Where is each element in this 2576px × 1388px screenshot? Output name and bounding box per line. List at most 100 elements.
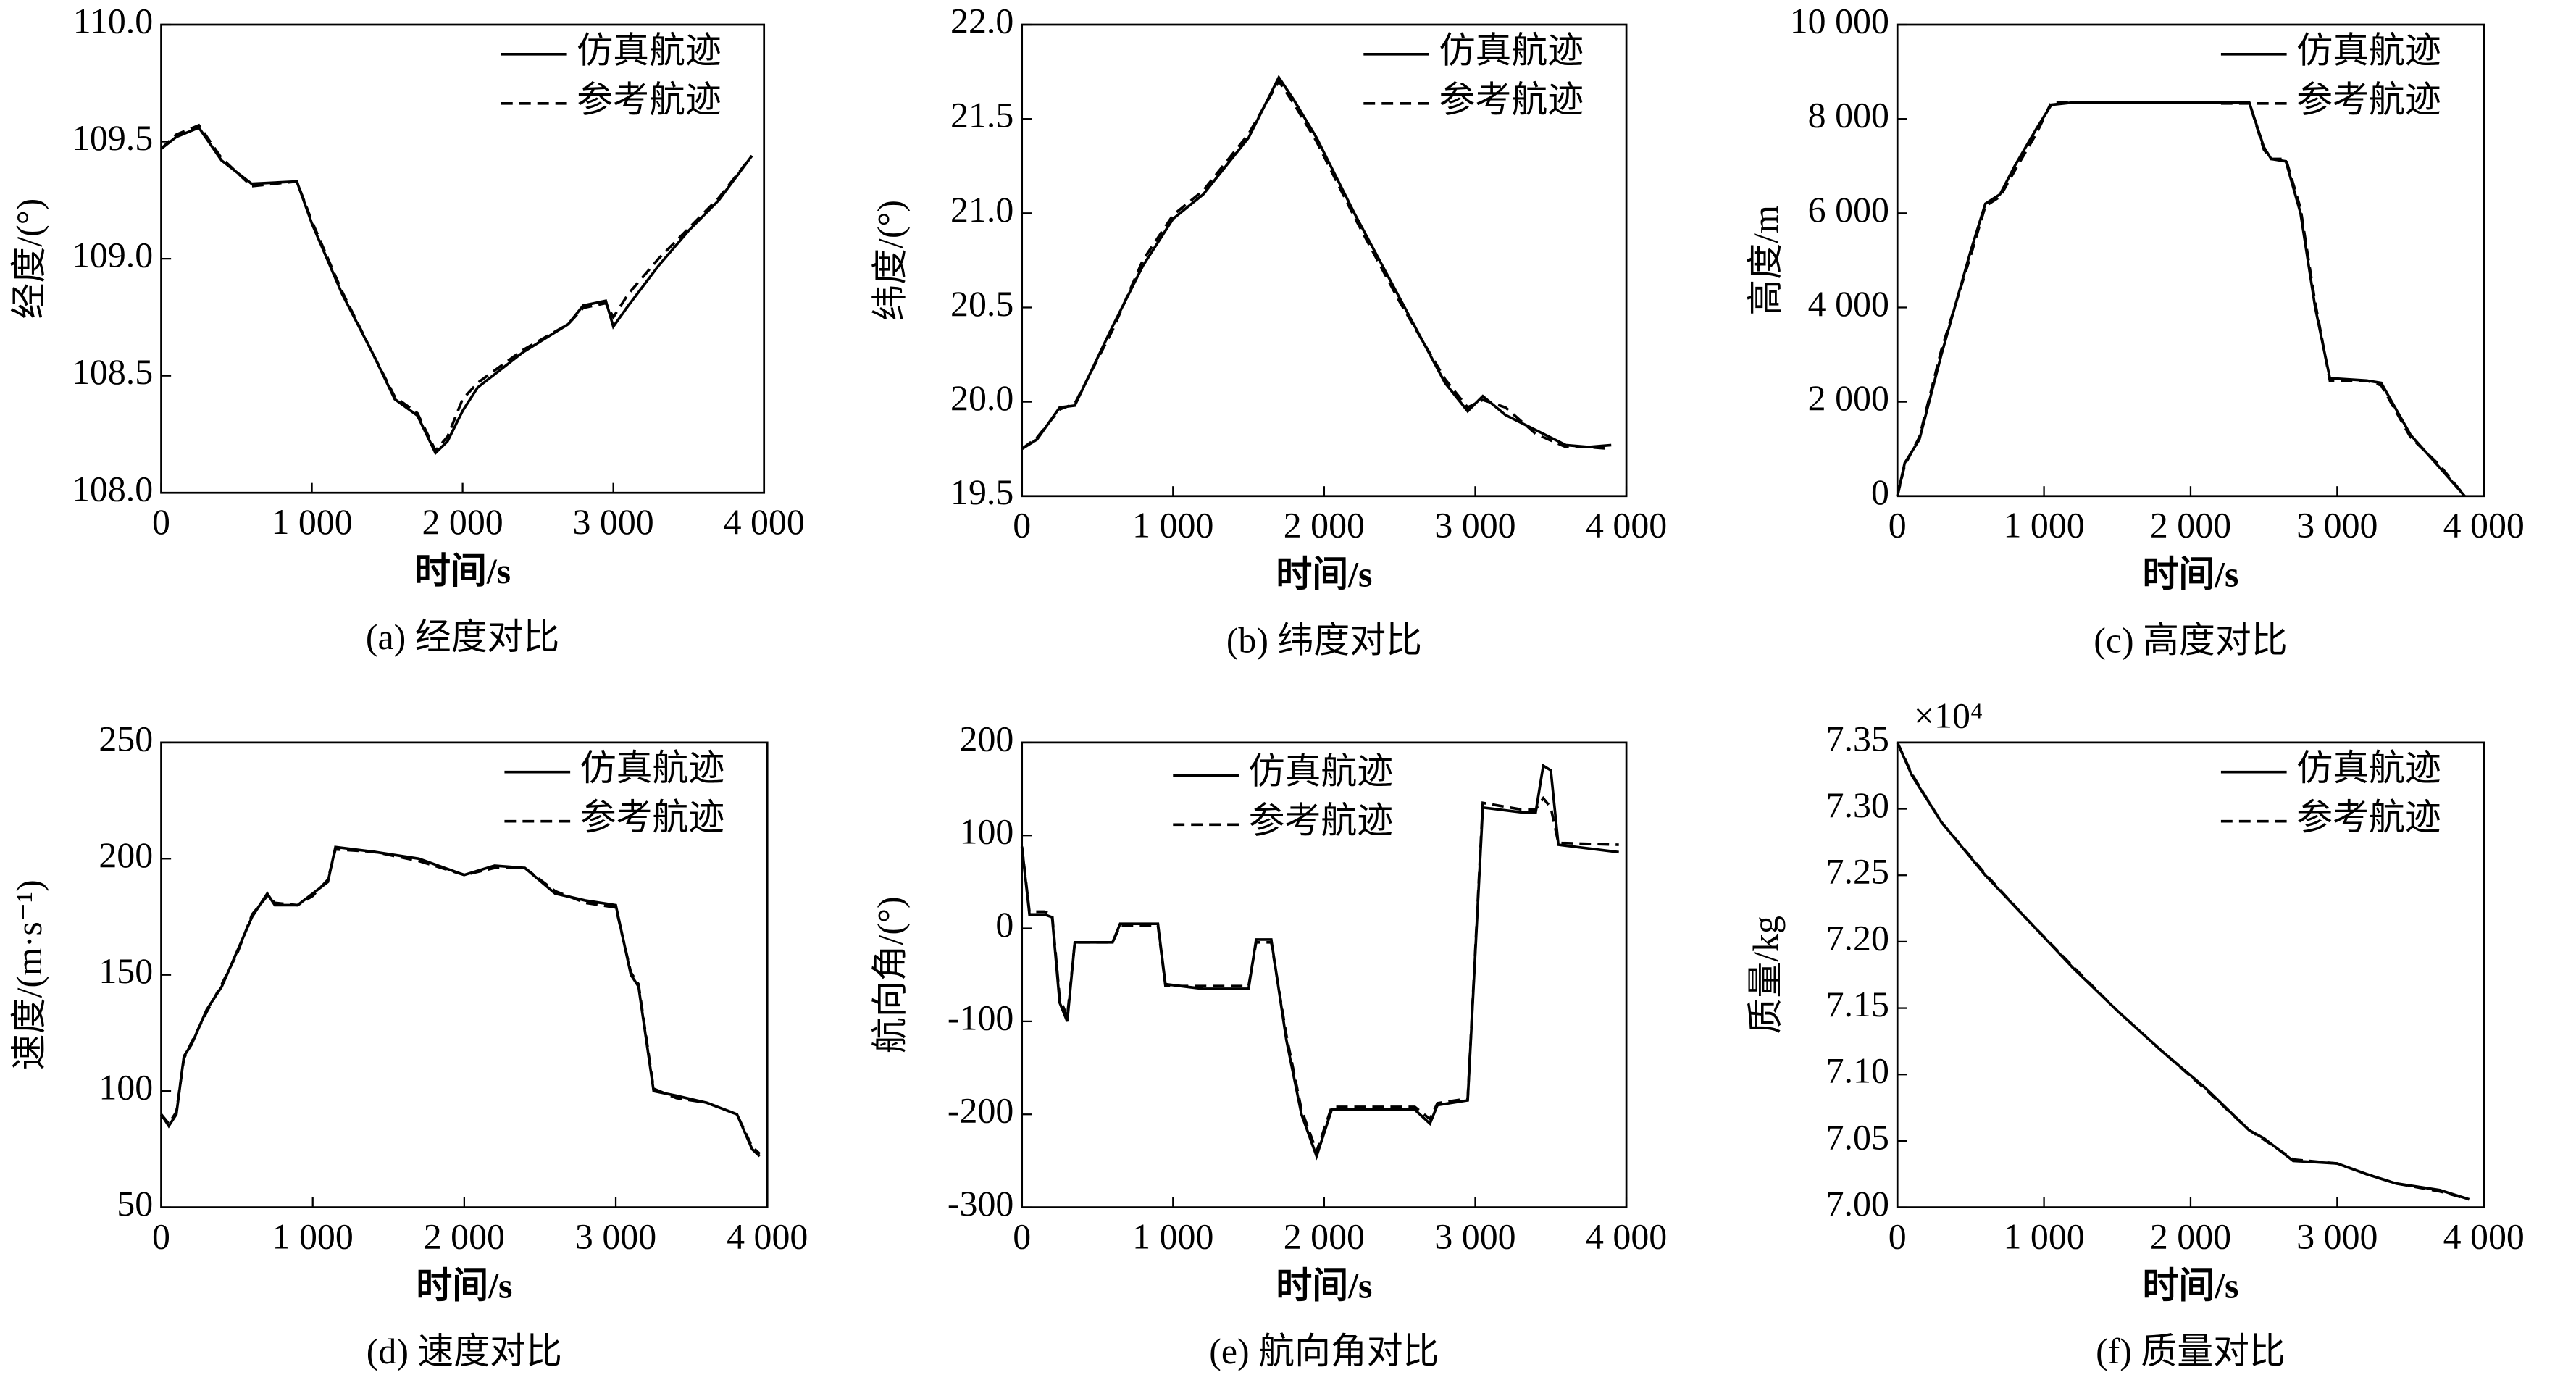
axis-multiplier: ×10⁴ [1914,696,1983,736]
y-tick-label: 10 000 [1790,1,1889,41]
x-tick-label: 3 000 [1434,1216,1515,1256]
x-axis-label: 时间/s [1276,555,1372,595]
x-axis-label: 时间/s [414,551,511,591]
y-tick-label: 110.0 [73,1,153,41]
y-tick-label: 109.0 [72,235,153,275]
legend-label: 参考航迹 [580,798,725,837]
chart-panel: 0 1 000 2 000 3 000 4 000 7.00 7.05 7.10 7.15 7.2… [1746,696,2525,1372]
y-tick-label: 0 [995,905,1013,945]
y-axis-label: 航向角/(°) [870,896,910,1053]
x-axis-label: 时间/s [1276,1266,1372,1305]
x-axis-label: 时间/s [2142,555,2238,595]
legend-label: 参考航迹 [2296,80,2441,120]
legend-label: 仿真航迹 [580,748,725,788]
data-line [1896,742,2470,1201]
x-tick-label: 2 000 [1284,1216,1365,1256]
y-tick-label: 200 [99,835,153,875]
y-tick-label: 100 [960,812,1014,852]
legend-label: 仿真航迹 [1439,30,1584,70]
legend-label: 参考航迹 [1249,801,1394,841]
legend-label: 仿真航迹 [1249,752,1394,792]
x-tick-label: 4 000 [2443,506,2525,545]
y-tick-label: 20.5 [950,284,1013,324]
x-tick-label: 2 000 [1284,506,1365,545]
chart-caption: (a) 经度对比 [366,617,559,657]
x-tick-label: 3 000 [2296,1216,2378,1256]
y-tick-label: 108.0 [72,469,153,509]
y-tick-label: 22.0 [950,1,1013,41]
y-tick-label: 8 000 [1808,96,1889,135]
x-tick-label: 0 [152,502,170,542]
y-tick-label: 7.10 [1826,1051,1889,1091]
x-tick-label: 0 [1013,506,1031,545]
legend-label: 参考航迹 [577,80,722,120]
data-line [1020,795,1619,1156]
x-tick-label: 1 000 [1132,1216,1213,1256]
x-tick-label: 1 000 [272,1216,354,1256]
x-tick-label: 1 000 [271,502,352,542]
y-tick-label: 20.0 [950,378,1013,418]
data-line [160,848,761,1155]
data-line [160,845,761,1158]
x-tick-label: 4 000 [1586,1216,1667,1256]
legend-label: 仿真航迹 [577,30,722,70]
y-tick-label: 21.5 [950,96,1013,135]
data-line [1896,101,2466,497]
chart-panel: 0 1 000 2 000 3 000 4 000 50 100 150 200 250 时间/s 速… [9,719,808,1371]
y-tick-label: 0 [1871,472,1889,512]
x-tick-label: 4 000 [724,502,805,542]
x-tick-label: 4 000 [2443,1216,2525,1256]
data-line [1021,78,1612,451]
y-tick-label: -200 [948,1091,1013,1131]
y-tick-label: 7.35 [1826,719,1889,758]
x-tick-label: 3 000 [1434,506,1515,545]
data-line [160,125,753,456]
y-tick-label: 21.0 [950,190,1013,230]
y-axis-label: 质量/kg [1746,916,1786,1034]
y-tick-label: 7.20 [1826,918,1889,958]
x-tick-label: 2 000 [2150,1216,2231,1256]
chart-caption: (e) 航向角对比 [1209,1331,1439,1371]
x-tick-label: 0 [1013,1216,1031,1256]
chart-panel: 0 1 000 2 000 3 000 4 000 0 2 000 4 000 6 000 8 0… [1746,1,2525,660]
y-tick-label: 200 [960,719,1014,758]
x-tick-label: 0 [152,1216,170,1256]
x-tick-label: 1 000 [2003,506,2084,545]
legend-label: 仿真航迹 [2296,30,2441,70]
x-tick-label: 3 000 [573,502,654,542]
y-tick-label: 150 [99,951,153,991]
x-tick-label: 3 000 [575,1216,656,1256]
y-tick-label: 4 000 [1808,284,1889,324]
chart-panel: 0 1 000 2 000 3 000 4 000 108.0 108.5 109.0 109.… [9,1,805,656]
x-tick-label: 1 000 [1132,506,1213,545]
y-tick-label: 2 000 [1808,378,1889,418]
y-tick-label: 19.5 [950,472,1013,512]
x-axis-label: 时间/s [2142,1266,2238,1305]
data-line [160,123,753,453]
y-axis-label: 经度/(°) [9,198,49,319]
chart-caption: (d) 速度对比 [367,1331,562,1371]
x-tick-label: 0 [1889,506,1907,545]
data-line [1021,75,1612,451]
x-tick-label: 4 000 [1586,506,1667,545]
y-tick-label: 6 000 [1808,190,1889,230]
y-tick-label: -100 [948,998,1013,1037]
data-line [1896,101,2466,497]
x-tick-label: 1 000 [2003,1216,2084,1256]
chart-caption: (c) 高度对比 [2094,620,2287,660]
y-axis-label: 高度/m [1746,205,1786,316]
x-tick-label: 3 000 [2296,506,2378,545]
x-tick-label: 2 000 [424,1216,505,1256]
y-tick-label: 7.05 [1826,1117,1889,1157]
chart-caption: (b) 纬度对比 [1226,620,1422,660]
y-axis-label: 速度/(m·s⁻¹) [9,879,49,1070]
legend-label: 仿真航迹 [2296,748,2441,788]
chart-caption: (f) 质量对比 [2096,1331,2286,1371]
y-tick-label: 250 [99,719,153,758]
y-tick-label: 7.00 [1826,1184,1889,1224]
legend-label: 参考航迹 [2296,798,2441,837]
x-axis-label: 时间/s [416,1266,512,1305]
legend-label: 参考航迹 [1439,80,1584,120]
